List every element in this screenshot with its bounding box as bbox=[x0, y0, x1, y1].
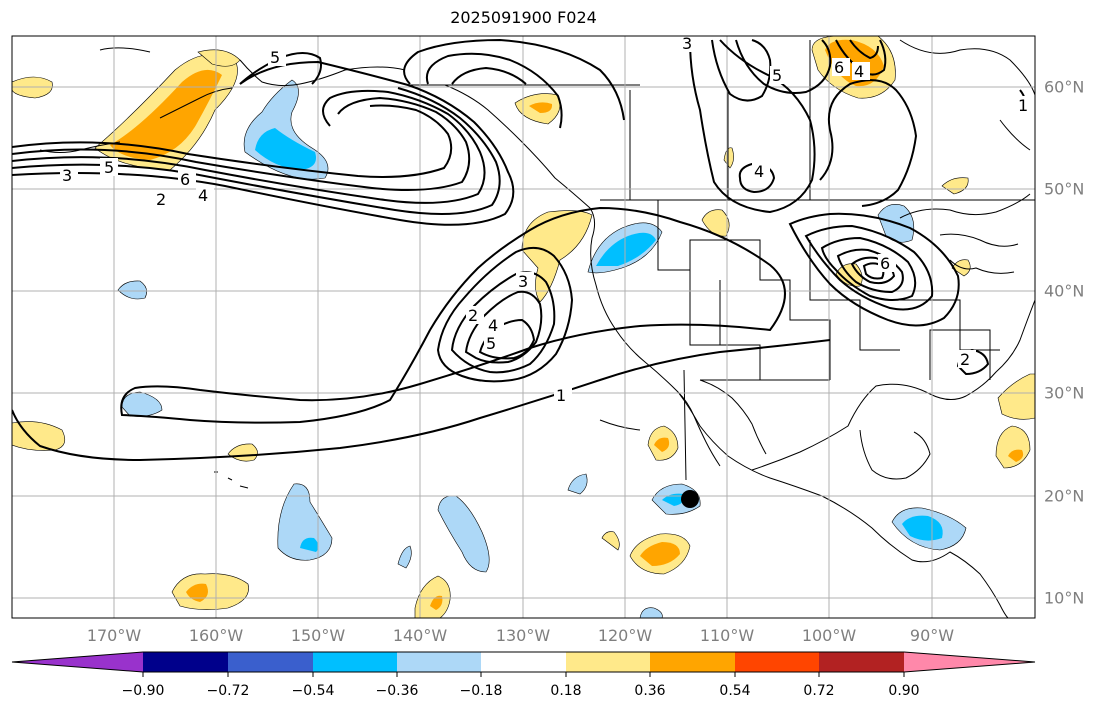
contour-label: 4 bbox=[854, 62, 864, 81]
colorbar-segment bbox=[313, 652, 397, 672]
longitude-label: 140°W bbox=[392, 626, 448, 645]
colorbar-segment bbox=[228, 652, 313, 672]
colorbar-tick-label: 0.72 bbox=[803, 683, 835, 699]
contour-label: 4 bbox=[198, 186, 208, 205]
contour-lines bbox=[12, 38, 1027, 462]
storm-center-marker bbox=[681, 490, 699, 508]
colorbar-tick-label: −0.36 bbox=[375, 683, 419, 699]
longitude-label: 130°W bbox=[495, 626, 551, 645]
map-frame bbox=[11, 35, 1036, 619]
contour-label: 6 bbox=[834, 58, 844, 77]
coastlines bbox=[39, 39, 1035, 618]
shaded-anomaly-fields bbox=[12, 36, 1035, 618]
latitude-label: 10°N bbox=[1044, 588, 1085, 608]
colorbar-tick-label: −0.18 bbox=[459, 683, 503, 699]
colorbar-segment bbox=[143, 652, 228, 672]
longitude-label: 120°W bbox=[597, 626, 653, 645]
colorbar-tick-label: −0.90 bbox=[121, 683, 165, 699]
latitude-label: 20°N bbox=[1044, 486, 1085, 506]
contour-labels: 3 5 6 4 2 5 3 2 4 5 1 3 4 5 bbox=[60, 34, 1034, 405]
colorbar-extend-max bbox=[904, 652, 1035, 672]
contour-label: 4 bbox=[754, 162, 764, 181]
longitude-label: 150°W bbox=[290, 626, 346, 645]
longitude-label: 170°W bbox=[86, 626, 142, 645]
colorbar-segment bbox=[650, 652, 735, 672]
contour-label: 5 bbox=[772, 66, 782, 85]
longitude-label: 90°W bbox=[909, 626, 955, 645]
colorbar-tick-label: 0.18 bbox=[550, 683, 582, 699]
contour-label: 3 bbox=[62, 166, 72, 185]
contour-label: 5 bbox=[486, 334, 496, 353]
contour-label: 2 bbox=[468, 306, 478, 325]
latitude-label: 40°N bbox=[1044, 281, 1085, 301]
contour-label: 4 bbox=[488, 316, 498, 335]
longitude-label: 110°W bbox=[699, 626, 755, 645]
contour-label: 2 bbox=[960, 350, 970, 369]
longitude-label: 160°W bbox=[188, 626, 244, 645]
colorbar-tick-label: 0.36 bbox=[634, 683, 666, 699]
map-title: 2025091900 F024 bbox=[450, 8, 597, 27]
colorbar-segment bbox=[735, 652, 819, 672]
latitude-label: 60°N bbox=[1044, 77, 1085, 97]
contour-label: 5 bbox=[104, 158, 114, 177]
longitude-label: 100°W bbox=[801, 626, 857, 645]
colorbar-segment bbox=[397, 652, 481, 672]
colorbar-tick-label: −0.72 bbox=[206, 683, 250, 699]
contour-label: 6 bbox=[180, 170, 190, 189]
colorbar-extend-min bbox=[12, 652, 143, 672]
latitude-label: 50°N bbox=[1044, 179, 1085, 199]
latitude-label: 30°N bbox=[1044, 383, 1085, 403]
contour-label: 5 bbox=[270, 48, 280, 67]
colorbar bbox=[11, 651, 1036, 677]
colorbar-tick-label: 0.90 bbox=[888, 683, 920, 699]
contour-label: 6 bbox=[880, 254, 890, 273]
contour-label: 3 bbox=[682, 34, 692, 53]
contour-label: 3 bbox=[518, 272, 528, 291]
colorbar-tick-label: 0.54 bbox=[719, 683, 751, 699]
colorbar-segment bbox=[566, 652, 650, 672]
contour-label: 2 bbox=[156, 190, 166, 209]
colorbar-segment bbox=[481, 652, 566, 672]
contour-label: 1 bbox=[556, 386, 566, 405]
colorbar-tick-label: −0.54 bbox=[291, 683, 335, 699]
colorbar-segment bbox=[819, 652, 904, 672]
contour-label: 1 bbox=[1018, 96, 1028, 115]
